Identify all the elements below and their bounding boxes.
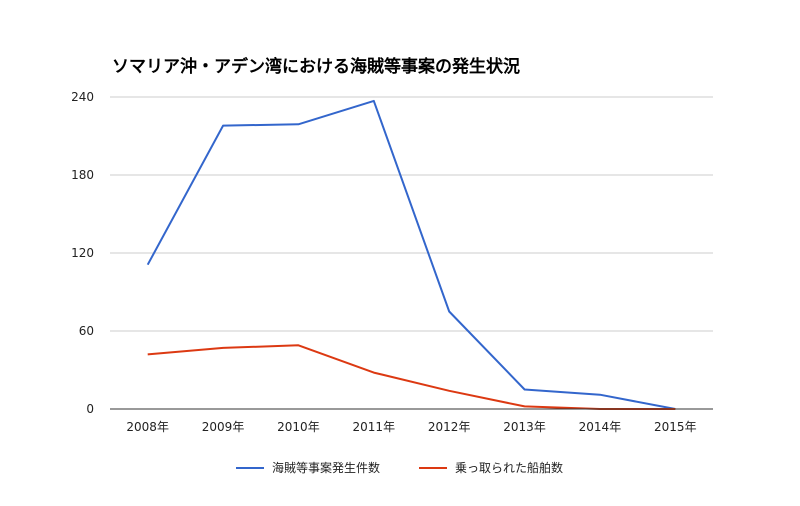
- y-tick-120: 120: [71, 246, 94, 260]
- y-tick-60: 60: [79, 324, 94, 338]
- y-tick-240: 240: [71, 90, 94, 104]
- y-tick-180: 180: [71, 168, 94, 182]
- legend-label-hijacked: 乗っ取られた船舶数: [455, 460, 563, 475]
- x-tick-2009: 2009年: [202, 420, 245, 434]
- x-tick-2008: 2008年: [126, 420, 169, 434]
- legend: 海賊等事案発生件数 乗っ取られた船舶数: [236, 460, 563, 475]
- chart-title: ソマリア沖・アデン湾における海賊等事案の発生状況: [112, 56, 520, 77]
- x-tick-2012: 2012年: [428, 420, 471, 434]
- legend-item-incidents[interactable]: 海賊等事案発生件数: [236, 460, 380, 475]
- x-tick-2014: 2014年: [579, 420, 622, 434]
- x-axis-ticks: 2008年 2009年 2010年 2011年 2012年 2013年 2014…: [126, 420, 696, 434]
- series-line-0: [146, 99, 676, 410]
- series-lines: [146, 99, 676, 410]
- y-axis-ticks: 0 60 120 180 240: [71, 90, 94, 416]
- y-tick-0: 0: [86, 402, 94, 416]
- grid-lines: [110, 96, 713, 332]
- x-tick-2015: 2015年: [654, 420, 697, 434]
- x-tick-2010: 2010年: [277, 420, 320, 434]
- legend-item-hijacked[interactable]: 乗っ取られた船舶数: [419, 460, 563, 475]
- legend-label-incidents: 海賊等事案発生件数: [272, 460, 380, 475]
- series-line-1: [147, 344, 676, 410]
- x-tick-2013: 2013年: [503, 420, 546, 434]
- x-tick-2011: 2011年: [353, 420, 396, 434]
